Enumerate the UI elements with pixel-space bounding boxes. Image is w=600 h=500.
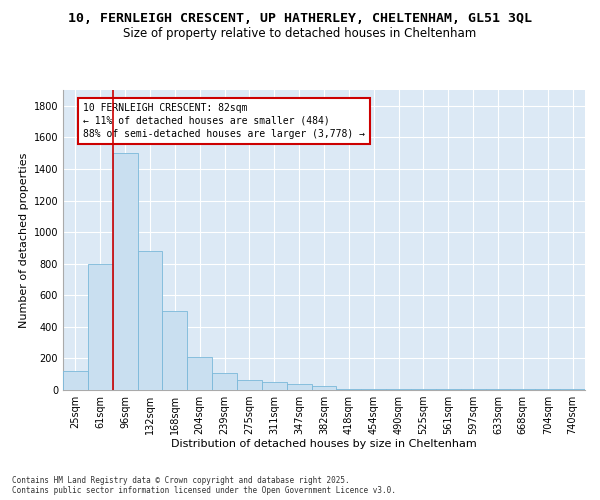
- Bar: [212, 372, 237, 390]
- X-axis label: Distribution of detached houses by size in Cheltenham: Distribution of detached houses by size …: [171, 438, 477, 448]
- Y-axis label: Number of detached properties: Number of detached properties: [19, 152, 29, 328]
- Text: 10, FERNLEIGH CRESCENT, UP HATHERLEY, CHELTENHAM, GL51 3QL: 10, FERNLEIGH CRESCENT, UP HATHERLEY, CH…: [68, 12, 532, 26]
- Bar: [461, 389, 485, 390]
- Bar: [163, 311, 187, 390]
- Bar: [411, 389, 436, 390]
- Bar: [187, 357, 212, 390]
- Bar: [63, 371, 88, 390]
- Bar: [436, 389, 461, 390]
- Bar: [535, 389, 560, 390]
- Bar: [560, 389, 585, 390]
- Bar: [386, 389, 411, 390]
- Bar: [361, 389, 386, 390]
- Bar: [88, 264, 113, 390]
- Bar: [262, 382, 287, 390]
- Bar: [311, 386, 337, 390]
- Bar: [511, 389, 535, 390]
- Text: 10 FERNLEIGH CRESCENT: 82sqm
← 11% of detached houses are smaller (484)
88% of s: 10 FERNLEIGH CRESCENT: 82sqm ← 11% of de…: [83, 102, 365, 139]
- Bar: [485, 389, 511, 390]
- Bar: [287, 384, 311, 390]
- Bar: [337, 389, 361, 390]
- Text: Size of property relative to detached houses in Cheltenham: Size of property relative to detached ho…: [124, 28, 476, 40]
- Bar: [137, 251, 163, 390]
- Bar: [237, 380, 262, 390]
- Bar: [113, 153, 137, 390]
- Text: Contains HM Land Registry data © Crown copyright and database right 2025.
Contai: Contains HM Land Registry data © Crown c…: [12, 476, 396, 495]
